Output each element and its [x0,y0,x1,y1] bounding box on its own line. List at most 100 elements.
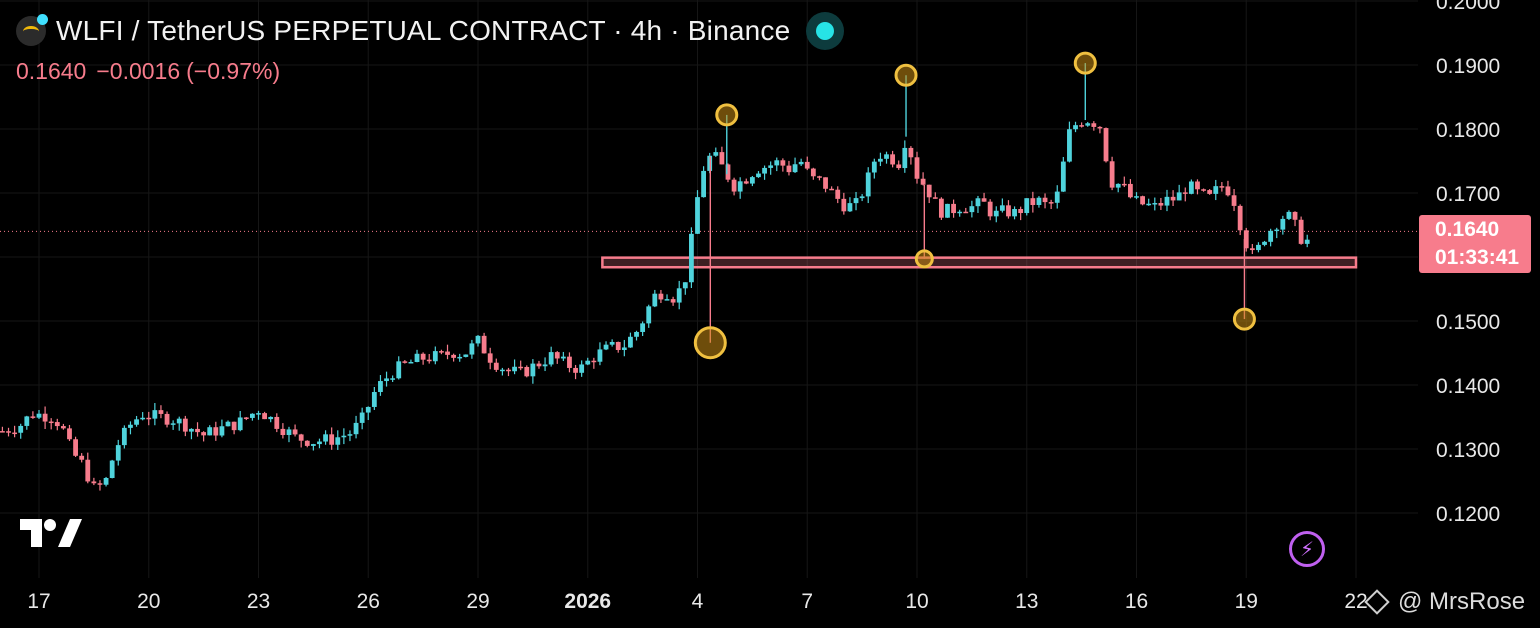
candle-body [371,392,377,407]
candle-body [1006,205,1011,217]
current-price-value: 0.1640 [1435,218,1500,241]
candle-body [786,165,792,173]
candle-body [945,203,950,218]
x-tick-label: 2026 [564,590,611,613]
candle-body [256,413,261,415]
candle-body [768,165,774,168]
candle-body [926,184,932,198]
candle-body [134,419,139,425]
candle-body [640,323,646,332]
swing-point-marker [914,249,934,269]
candle-body [689,233,694,283]
candle-body [121,427,127,446]
candle-body [615,341,621,350]
candle-body [774,160,780,166]
tradingview-logo-icon[interactable] [20,517,82,549]
candle-body [317,441,322,445]
candle-body [30,416,36,418]
candle-body [670,299,676,303]
bar-countdown: 01:33:41 [1435,246,1520,269]
candle-body [1286,211,1292,219]
candle-body [749,177,755,184]
candle-body [347,434,353,436]
candle-body [878,158,883,162]
candle-body [182,418,188,432]
candle-body [115,445,121,461]
candle-body [1109,161,1115,188]
candle-body [335,437,341,445]
candle-body [323,434,328,442]
candle-body [1121,183,1127,186]
candle-body [1280,218,1286,230]
candle-body [384,378,389,382]
candle-body [499,369,505,372]
lightning-icon[interactable]: ⚡ [1289,531,1325,567]
price-quote: 0.1640 −0.0016 (−0.97%) [16,58,290,85]
candle-body [1249,248,1255,251]
candle-body [54,422,60,427]
candle-body [48,421,54,424]
candle-body [1158,203,1164,206]
candle-body [1298,219,1304,244]
last-price: 0.1640 [16,58,87,84]
candle-body [1146,203,1152,206]
candle-body [804,161,810,169]
candle-body [365,406,371,413]
candle-body [506,369,511,372]
candle-body [560,356,566,359]
y-tick-label: 0.1500 [1436,311,1500,334]
symbol-title[interactable]: WLFI / TetherUS PERPETUAL CONTRACT · 4h … [56,15,791,46]
candle-body [1243,230,1249,249]
candle-body [463,354,469,357]
candle-body [146,417,152,420]
candle-body [938,198,944,218]
swing-point-marker [715,103,739,127]
candle-body [243,417,249,419]
candle-body [737,181,743,192]
x-tick-label: 17 [27,590,50,613]
candle-body [60,426,66,429]
candle-body [402,361,408,363]
candle-body [1292,211,1298,220]
candle-body [1054,191,1060,203]
candle-body [1274,229,1280,232]
candle-body [1152,203,1158,205]
candle-body [597,349,603,362]
candle-body [67,428,72,440]
candle-body [457,356,463,359]
candle-body [1036,197,1042,205]
y-tick-label: 0.1300 [1436,439,1500,462]
candle-body [250,413,255,418]
candle-body [1067,129,1072,162]
candle-body [158,410,164,414]
candle-body [554,352,560,359]
candle-body [609,341,615,345]
candle-body [439,351,444,353]
candle-body [1097,126,1103,129]
candle-body [225,421,231,427]
candle-body [1188,181,1194,194]
candle-body [1128,183,1133,198]
candle-body [981,198,987,202]
x-tick-label: 16 [1125,590,1148,613]
x-tick-label: 4 [692,590,704,613]
candle-body [585,360,591,365]
binance-square-icon [1364,589,1390,615]
candle-body [213,427,219,436]
candle-body [1134,196,1139,198]
candle-body [536,363,542,367]
candle-body [426,359,432,362]
candle-body [487,353,493,363]
candle-body [103,477,109,485]
candle-body [1060,161,1066,192]
candle-body [1115,183,1121,188]
watermark: @ MrsRose [1364,588,1525,616]
chart-header: WLFI / TetherUS PERPETUAL CONTRACT · 4h … [16,12,845,50]
candle-body [97,483,103,485]
candle-body [719,152,725,165]
swing-point-marker [1073,51,1097,75]
candle-body [530,363,536,377]
candle-body [957,211,963,214]
candle-body [1231,195,1237,206]
